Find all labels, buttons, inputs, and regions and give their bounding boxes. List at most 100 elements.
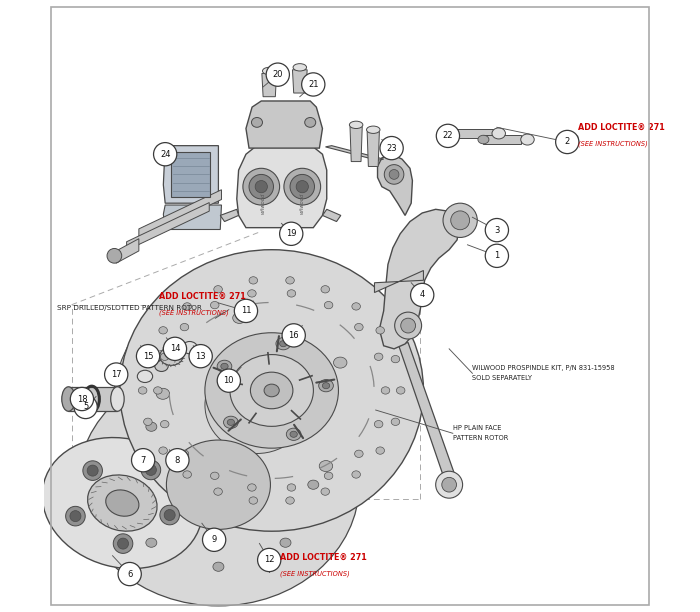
- Ellipse shape: [160, 347, 183, 365]
- Ellipse shape: [137, 370, 153, 382]
- Polygon shape: [398, 343, 455, 480]
- Ellipse shape: [355, 324, 363, 331]
- Ellipse shape: [211, 302, 219, 309]
- Ellipse shape: [160, 420, 169, 428]
- Polygon shape: [169, 354, 182, 359]
- Circle shape: [296, 181, 309, 193]
- Text: 7: 7: [141, 456, 146, 465]
- Polygon shape: [323, 209, 341, 222]
- Ellipse shape: [144, 356, 152, 363]
- Ellipse shape: [113, 272, 401, 539]
- Ellipse shape: [159, 327, 167, 334]
- Ellipse shape: [293, 64, 307, 71]
- Circle shape: [132, 449, 155, 472]
- Text: wilwood: wilwood: [260, 193, 265, 214]
- Circle shape: [234, 299, 258, 323]
- Circle shape: [556, 130, 579, 154]
- Text: 9: 9: [211, 536, 217, 544]
- Text: 19: 19: [286, 230, 297, 238]
- Circle shape: [141, 460, 161, 480]
- Text: 23: 23: [386, 144, 397, 152]
- Circle shape: [160, 506, 179, 525]
- Polygon shape: [293, 70, 307, 93]
- Text: 13: 13: [195, 352, 206, 360]
- Ellipse shape: [167, 440, 270, 529]
- Ellipse shape: [304, 118, 316, 127]
- Ellipse shape: [106, 490, 139, 516]
- Ellipse shape: [290, 431, 298, 438]
- Polygon shape: [139, 190, 221, 239]
- Text: 6: 6: [127, 570, 132, 578]
- Ellipse shape: [324, 472, 333, 479]
- Polygon shape: [119, 497, 192, 529]
- Ellipse shape: [352, 471, 361, 478]
- Polygon shape: [220, 209, 239, 222]
- Text: 16: 16: [288, 331, 299, 340]
- Text: 3: 3: [494, 226, 500, 234]
- Ellipse shape: [228, 419, 234, 425]
- Circle shape: [282, 324, 305, 347]
- Circle shape: [380, 136, 403, 160]
- Ellipse shape: [220, 364, 228, 370]
- Text: 2: 2: [565, 138, 570, 146]
- Circle shape: [107, 248, 122, 263]
- Ellipse shape: [318, 379, 333, 392]
- Ellipse shape: [287, 484, 295, 491]
- Ellipse shape: [376, 447, 384, 454]
- Ellipse shape: [276, 338, 290, 350]
- Text: HP PLAIN FACE: HP PLAIN FACE: [453, 425, 501, 431]
- Polygon shape: [69, 387, 118, 411]
- Circle shape: [189, 345, 212, 368]
- Polygon shape: [374, 271, 423, 293]
- Circle shape: [217, 369, 241, 392]
- Text: ADD LOCTITE® 271: ADD LOCTITE® 271: [578, 122, 664, 132]
- Circle shape: [411, 283, 434, 307]
- Circle shape: [284, 168, 321, 205]
- Text: SRP DRILLED/SLOTTED PATTERN ROTOR: SRP DRILLED/SLOTTED PATTERN ROTOR: [57, 305, 202, 311]
- Circle shape: [436, 124, 459, 147]
- Ellipse shape: [155, 360, 168, 371]
- Ellipse shape: [223, 416, 238, 428]
- Ellipse shape: [62, 387, 75, 411]
- Circle shape: [302, 73, 325, 96]
- Circle shape: [451, 211, 470, 230]
- Ellipse shape: [492, 128, 505, 139]
- Text: PATTERN ROTOR: PATTERN ROTOR: [453, 435, 508, 441]
- Circle shape: [249, 174, 274, 199]
- Circle shape: [279, 222, 303, 245]
- Ellipse shape: [213, 562, 224, 572]
- Ellipse shape: [333, 357, 347, 368]
- Ellipse shape: [159, 447, 167, 454]
- Ellipse shape: [232, 312, 246, 323]
- Ellipse shape: [78, 364, 359, 606]
- Text: 11: 11: [241, 307, 251, 315]
- Ellipse shape: [287, 289, 295, 297]
- Ellipse shape: [214, 488, 223, 495]
- Polygon shape: [484, 135, 522, 144]
- Polygon shape: [350, 127, 362, 162]
- Text: 21: 21: [308, 80, 318, 89]
- Polygon shape: [182, 345, 197, 351]
- Ellipse shape: [120, 250, 423, 531]
- Ellipse shape: [180, 450, 189, 457]
- Ellipse shape: [213, 398, 224, 408]
- Ellipse shape: [146, 422, 157, 431]
- Polygon shape: [155, 364, 168, 369]
- Text: ADD LOCTITE® 271: ADD LOCTITE® 271: [159, 292, 246, 301]
- Circle shape: [83, 461, 102, 480]
- Circle shape: [442, 477, 456, 492]
- Text: 4: 4: [419, 291, 425, 299]
- Ellipse shape: [374, 353, 383, 360]
- Polygon shape: [127, 203, 209, 250]
- Text: 8: 8: [175, 456, 180, 465]
- Ellipse shape: [251, 118, 262, 127]
- Text: SOLD SEPARATELY: SOLD SEPARATELY: [473, 375, 533, 381]
- Text: 12: 12: [264, 556, 274, 564]
- Ellipse shape: [264, 384, 279, 397]
- Ellipse shape: [396, 387, 405, 394]
- Circle shape: [153, 143, 177, 166]
- Circle shape: [118, 562, 141, 586]
- Circle shape: [113, 534, 133, 553]
- Ellipse shape: [279, 341, 287, 347]
- Text: 1: 1: [494, 252, 500, 260]
